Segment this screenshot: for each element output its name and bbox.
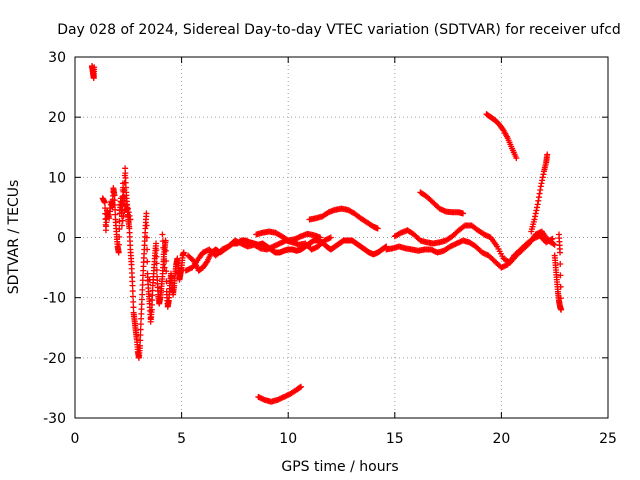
- data-point: [558, 306, 565, 313]
- data-point: [160, 244, 167, 251]
- data-point: [327, 234, 334, 241]
- y-tick-label: -30: [43, 411, 66, 427]
- data-point: [161, 257, 168, 264]
- data-point: [143, 234, 150, 241]
- data-point: [119, 217, 126, 224]
- data-point: [130, 298, 137, 305]
- series-early-scatter: [99, 165, 187, 361]
- x-tick-label: 25: [599, 431, 617, 447]
- data-point: [129, 282, 136, 289]
- data-point: [297, 383, 304, 390]
- data-point: [161, 264, 168, 271]
- y-tick-label: 30: [48, 50, 66, 66]
- series-early-spike: [89, 63, 98, 82]
- data-point: [127, 216, 134, 223]
- series-arc-16h-upper: [417, 189, 467, 217]
- x-tick-label: 20: [492, 431, 510, 447]
- data-point: [146, 276, 153, 283]
- data-point: [137, 321, 144, 328]
- x-tick-label: 5: [177, 431, 186, 447]
- series-arc-12h: [306, 205, 381, 232]
- data-point: [153, 266, 160, 273]
- data-point: [374, 225, 381, 232]
- x-tick-label: 15: [386, 431, 404, 447]
- data-point: [120, 212, 127, 219]
- chart-title: Day 028 of 2024, Sidereal Day-to-day VTE…: [57, 22, 621, 38]
- plot-frame: [74, 56, 609, 419]
- data-point: [557, 260, 564, 267]
- data-point: [91, 64, 98, 71]
- data-point: [121, 208, 128, 215]
- data-point: [162, 247, 169, 254]
- data-point: [550, 240, 557, 247]
- y-tick-label: 10: [48, 170, 66, 186]
- data-point: [123, 198, 130, 205]
- y-axis-label: SDTVAR / TECUs: [6, 180, 22, 295]
- data-point: [125, 209, 132, 216]
- data-point: [163, 268, 170, 275]
- data-point: [124, 202, 131, 209]
- series-band-b: [182, 234, 334, 274]
- data-point: [137, 326, 144, 333]
- data-point: [129, 288, 136, 295]
- data-point: [144, 246, 151, 253]
- data-point: [460, 210, 467, 217]
- data-point: [116, 233, 123, 240]
- series-band-15h: [383, 232, 556, 271]
- data-point: [557, 272, 564, 279]
- data-point: [130, 304, 137, 311]
- data-point: [153, 240, 160, 247]
- data-point: [137, 337, 144, 344]
- series-band-16h: [391, 222, 558, 266]
- y-tick-label: 20: [48, 110, 66, 126]
- data-point: [101, 199, 108, 206]
- data-point: [102, 216, 109, 223]
- data-point: [115, 249, 122, 256]
- data-point: [555, 231, 562, 238]
- axis-ticks: 0 5 10 15 20 25 -30 -20 -10 0 10 20 30: [43, 50, 617, 447]
- series-arc-19h-descent: [483, 111, 520, 162]
- series-arc-22h-rise: [528, 151, 551, 235]
- data-point: [524, 241, 531, 248]
- data-point: [129, 293, 136, 300]
- data-point: [124, 205, 131, 212]
- data-point: [557, 283, 564, 290]
- data-point: [144, 258, 151, 265]
- data-point: [513, 155, 520, 162]
- data-point: [126, 212, 133, 219]
- series-arc-bottom: [255, 383, 304, 405]
- series-arc-9h: [253, 228, 324, 244]
- y-tick-label: 0: [57, 231, 66, 247]
- data-marks: [89, 63, 565, 405]
- data-point: [118, 222, 125, 229]
- data-point: [160, 251, 167, 258]
- x-tick-label: 10: [279, 431, 297, 447]
- y-tick-label: -20: [43, 351, 66, 367]
- data-point: [115, 241, 122, 248]
- data-point: [159, 231, 166, 238]
- data-point: [153, 247, 160, 254]
- data-point: [317, 234, 324, 241]
- data-point: [153, 260, 160, 267]
- data-point: [159, 238, 166, 245]
- data-point: [153, 253, 160, 260]
- series-arc-22h-drop: [551, 231, 565, 313]
- grid: [75, 57, 608, 418]
- data-point: [557, 295, 564, 302]
- data-point: [137, 342, 144, 349]
- x-axis-label: GPS time / hours: [281, 459, 398, 475]
- y-tick-label: -10: [43, 291, 66, 307]
- data-point: [180, 249, 187, 256]
- data-point: [143, 222, 150, 229]
- data-point: [203, 259, 210, 266]
- x-tick-label: 0: [71, 431, 80, 447]
- data-point: [544, 151, 551, 158]
- data-point: [116, 226, 123, 233]
- data-point: [143, 210, 150, 217]
- data-point: [137, 331, 144, 338]
